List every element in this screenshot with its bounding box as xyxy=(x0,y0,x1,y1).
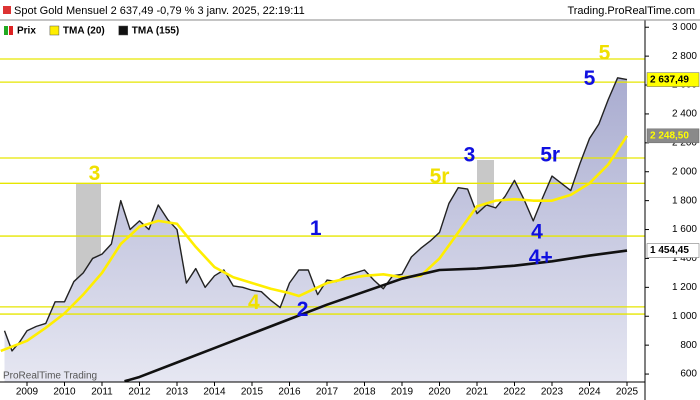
y-tick-label: 1 600 xyxy=(672,224,697,235)
wave-label: 5r xyxy=(430,165,450,188)
wave-label: 5r xyxy=(540,143,560,166)
header-title: Spot Gold Mensuel 2 637,49 -0,79 % 3 jan… xyxy=(14,5,305,17)
y-tick-label: 2 000 xyxy=(672,166,697,177)
legend-label: Prix xyxy=(17,26,36,37)
wave-label: 4+ xyxy=(529,246,553,269)
x-tick-label: 2015 xyxy=(241,387,264,398)
x-tick-label: 2019 xyxy=(391,387,414,398)
x-tick-label: 2024 xyxy=(578,387,601,398)
last-value-label: 2 637,49 xyxy=(650,74,689,85)
x-tick-label: 2017 xyxy=(316,387,339,398)
y-tick-label: 800 xyxy=(680,340,697,351)
y-tick-label: 2 400 xyxy=(672,109,697,120)
series-line xyxy=(124,249,628,382)
header-source: Trading.ProRealTime.com xyxy=(567,5,695,17)
x-tick-label: 2012 xyxy=(128,387,151,398)
last-value-box xyxy=(646,72,700,87)
y-tick-label: 1 800 xyxy=(672,195,697,206)
y-tick-label: 3 000 xyxy=(672,22,697,33)
x-tick-label: 2009 xyxy=(16,387,39,398)
x-tick-label: 2023 xyxy=(541,387,564,398)
wave-label: 4 xyxy=(248,291,260,314)
wave-label: 4 xyxy=(531,221,543,244)
last-value-box xyxy=(646,128,700,144)
price-area xyxy=(4,77,627,382)
wave-label: 3 xyxy=(464,143,476,166)
wave-label: 5 xyxy=(599,42,611,65)
last-value-label: 2 248,50 xyxy=(650,130,689,141)
x-tick-label: 2025 xyxy=(616,387,639,398)
legend-swatch xyxy=(9,26,13,35)
header-icon xyxy=(3,6,11,14)
wave-label: 2 xyxy=(297,298,309,321)
x-tick-label: 2018 xyxy=(353,387,376,398)
x-tick-label: 2022 xyxy=(503,387,526,398)
wave-label: 5 xyxy=(584,67,596,90)
last-value-box xyxy=(646,243,700,258)
header-bar xyxy=(0,0,700,20)
x-tick-label: 2014 xyxy=(203,387,226,398)
x-tick-label: 2013 xyxy=(166,387,189,398)
legend-swatch xyxy=(4,26,8,35)
x-tick-label: 2011 xyxy=(91,387,113,398)
legend-label: TMA (155) xyxy=(132,26,179,37)
watermark: ProRealTime Trading xyxy=(3,371,97,382)
x-tick-label: 2020 xyxy=(428,387,451,398)
legend-swatch xyxy=(49,25,60,36)
x-tick-label: 2021 xyxy=(466,387,489,398)
y-tick-label: 600 xyxy=(680,369,697,380)
x-tick-label: 2016 xyxy=(278,387,301,398)
wave-label: 1 xyxy=(310,217,322,240)
legend-swatch xyxy=(118,25,129,36)
series-line xyxy=(0,135,629,353)
y-tick-label: 1 400 xyxy=(672,253,697,264)
y-tick-label: 2 800 xyxy=(672,51,697,62)
wave-label: 3 xyxy=(89,162,101,185)
y-tick-label: 1 200 xyxy=(672,282,697,293)
legend-label: TMA (20) xyxy=(63,26,105,37)
series-line xyxy=(3,77,628,352)
x-tick-label: 2010 xyxy=(53,387,76,398)
last-value-label: 1 454,45 xyxy=(650,245,689,256)
y-tick-label: 1 000 xyxy=(672,311,697,322)
